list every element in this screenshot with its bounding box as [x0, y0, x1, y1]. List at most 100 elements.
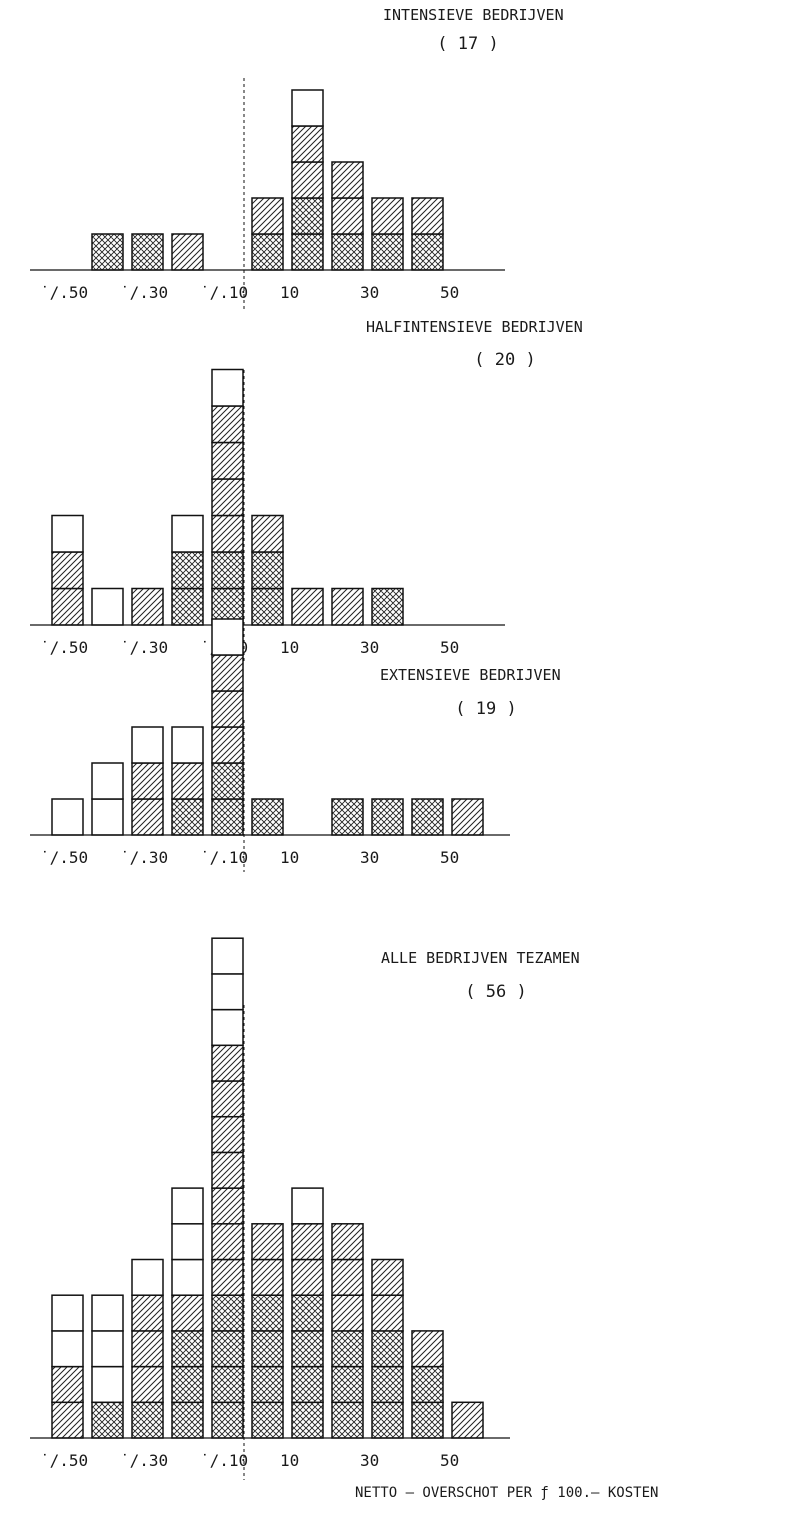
bar-cell-blank [211, 973, 244, 1011]
bar-stack-group [91, 89, 444, 271]
bar-cell-blank [51, 514, 84, 553]
bar-cell-blank [291, 1187, 324, 1225]
chart-count: ( 19 ) [455, 699, 516, 719]
bar-cell-crosshatch [251, 233, 284, 271]
chart-count: ( 20 ) [474, 350, 535, 370]
x-tick-label: 50 [440, 283, 459, 302]
x-tick-label: ˙/.10 [200, 283, 248, 302]
bar-cell-diagonal [211, 1151, 244, 1189]
bar-cell-crosshatch [411, 1401, 444, 1439]
bar-cell-diagonal [291, 125, 324, 163]
bar-cell-crosshatch [251, 1330, 284, 1368]
bar-cell-blank [171, 1223, 204, 1261]
bar-cell-crosshatch [171, 587, 204, 626]
chart-title: HALFINTENSIEVE BEDRIJVEN [366, 318, 583, 336]
bar-cell-diagonal [131, 1365, 164, 1404]
bar-stack-group [51, 368, 404, 626]
bar-cell-crosshatch [331, 1401, 364, 1439]
bar-cell-crosshatch [211, 551, 244, 590]
bar-cell-diagonal [211, 654, 244, 692]
bar-cell-crosshatch [291, 1365, 324, 1404]
bar-cell-diagonal [51, 551, 84, 590]
bar-cell-blank [291, 89, 324, 127]
x-tick-label: ˙/.30 [120, 638, 168, 657]
bar-cell-crosshatch [251, 587, 284, 626]
bar-cell-diagonal [451, 1401, 484, 1439]
bar-cell-diagonal [291, 161, 324, 199]
x-tick-label: 10 [280, 1451, 299, 1470]
bar-cell-diagonal [211, 726, 244, 764]
chart-count: ( 56 ) [465, 982, 526, 1002]
bar-cell-crosshatch [331, 798, 364, 836]
chart-title: INTENSIEVE BEDRIJVEN [383, 6, 564, 24]
bar-cell-diagonal [251, 514, 284, 553]
bar-cell-crosshatch [371, 233, 404, 271]
x-tick-label: 10 [280, 283, 299, 302]
bar-cell-diagonal [171, 762, 204, 800]
bar-cell-diagonal [131, 762, 164, 800]
x-tick-label: ˙/.10 [200, 1451, 248, 1470]
x-tick-label: 30 [360, 1451, 379, 1470]
bar-cell-crosshatch [291, 197, 324, 235]
bar-cell-diagonal [131, 1330, 164, 1368]
bar-cell-diagonal [131, 1294, 164, 1332]
bar-cell-diagonal [211, 405, 244, 444]
bar-cell-crosshatch [411, 233, 444, 271]
bar-cell-diagonal [211, 1080, 244, 1118]
x-tick-labels: ˙/.50 ˙/.30 ˙/.10 10 30 50 [40, 848, 459, 867]
x-tick-label: 30 [360, 638, 379, 657]
bar-cell-crosshatch [251, 798, 284, 836]
bar-cell-diagonal [211, 441, 244, 480]
bar-cell-crosshatch [411, 1365, 444, 1404]
x-axis-label: NETTO – OVERSCHOT PER ƒ 100.– KOSTEN [355, 1485, 658, 1501]
bar-cell-diagonal [211, 478, 244, 517]
bar-cell-diagonal [171, 233, 204, 271]
bar-cell-diagonal [51, 1401, 84, 1439]
bar-cell-diagonal [251, 1258, 284, 1296]
bar-cell-diagonal [291, 1258, 324, 1296]
x-tick-label: ˙/.50 [40, 848, 88, 867]
bar-cell-blank [211, 368, 244, 407]
bar-cell-diagonal [211, 1258, 244, 1296]
bar-cell-diagonal [211, 1223, 244, 1261]
bar-cell-crosshatch [251, 1294, 284, 1332]
bar-cell-diagonal [211, 1187, 244, 1225]
bar-cell-crosshatch [131, 233, 164, 271]
bar-cell-blank [131, 1258, 164, 1296]
bar-cell-blank [91, 1294, 124, 1332]
bar-cell-crosshatch [211, 1330, 244, 1368]
bar-cell-blank [131, 726, 164, 764]
bar-cell-crosshatch [371, 798, 404, 836]
bar-cell-diagonal [291, 587, 324, 626]
x-tick-label: 50 [440, 1451, 459, 1470]
bar-cell-blank [91, 762, 124, 800]
bar-cell-blank [51, 798, 84, 836]
bar-stack-group [51, 618, 484, 836]
bar-cell-crosshatch [371, 1401, 404, 1439]
bar-cell-crosshatch [291, 1330, 324, 1368]
bar-cell-blank [171, 1187, 204, 1225]
bar-cell-diagonal [331, 197, 364, 235]
x-tick-label: 30 [360, 283, 379, 302]
bar-cell-crosshatch [371, 1365, 404, 1404]
x-tick-label: ˙/.30 [120, 1451, 168, 1470]
bar-cell-crosshatch [251, 1365, 284, 1404]
bar-cell-diagonal [251, 197, 284, 235]
x-tick-label: 50 [440, 848, 459, 867]
chart-count: ( 17 ) [437, 34, 498, 54]
bar-cell-diagonal [211, 514, 244, 553]
bar-stack-group [51, 937, 484, 1439]
chart-title: EXTENSIEVE BEDRIJVEN [380, 666, 561, 684]
bar-cell-diagonal [331, 1258, 364, 1296]
bar-cell-diagonal [331, 161, 364, 199]
bar-cell-crosshatch [291, 1401, 324, 1439]
bar-cell-crosshatch [291, 1294, 324, 1332]
bar-cell-diagonal [131, 798, 164, 836]
bar-cell-diagonal [371, 1258, 404, 1296]
bar-cell-diagonal [211, 690, 244, 728]
x-tick-label: ˙/.50 [40, 638, 88, 657]
bar-cell-crosshatch [291, 233, 324, 271]
x-tick-label: ˙/.50 [40, 1451, 88, 1470]
bar-cell-crosshatch [171, 1401, 204, 1439]
